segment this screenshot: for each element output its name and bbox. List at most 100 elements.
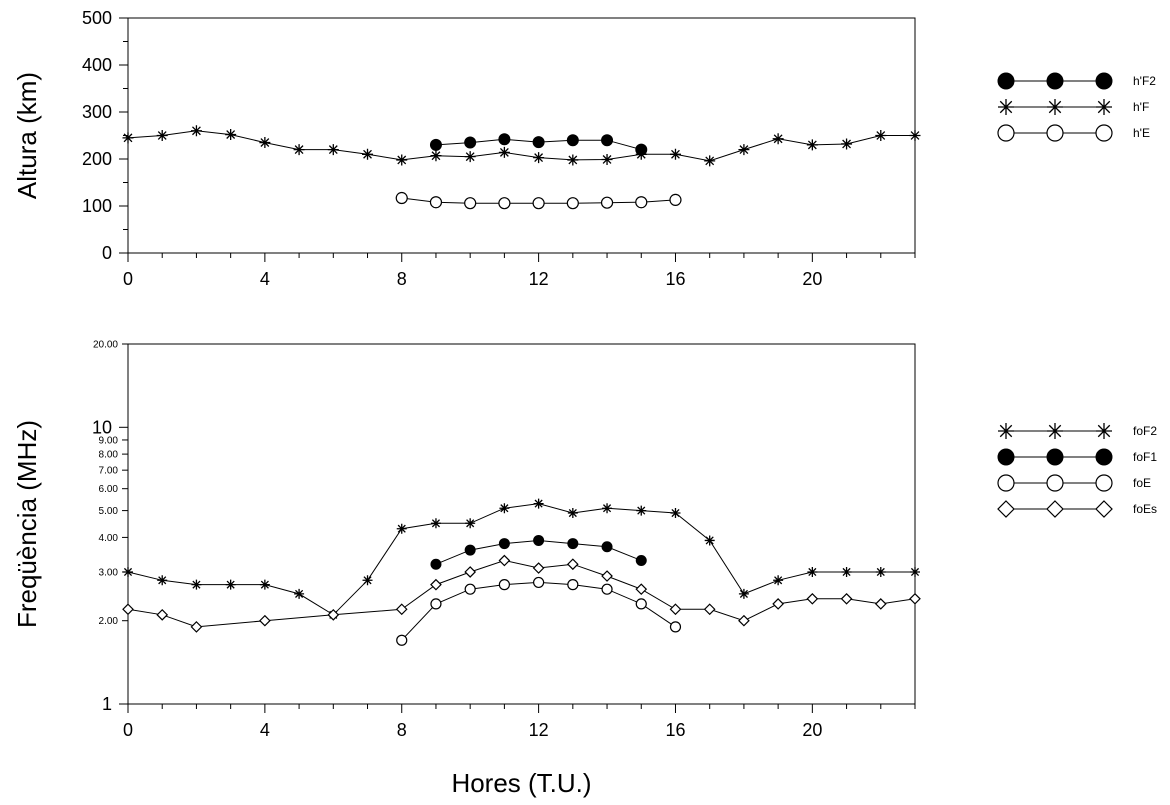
series-line: [127, 559, 916, 628]
data-point: [738, 614, 750, 627]
data-point: [430, 578, 442, 591]
data-point: [635, 583, 648, 596]
data-point: [806, 592, 819, 605]
data-point: [429, 138, 442, 151]
data-point: [738, 588, 749, 599]
legend-marker: [1046, 72, 1064, 90]
legend-marker: [1096, 99, 1112, 115]
data-point: [704, 535, 715, 546]
legend-marker: [997, 474, 1015, 492]
data-point: [498, 579, 510, 591]
data-point: [772, 133, 784, 145]
y-tick-label: 2.00: [99, 616, 119, 627]
data-point: [600, 196, 614, 209]
data-point: [841, 566, 852, 577]
data-point: [259, 614, 271, 627]
legend-marker: [1095, 500, 1113, 518]
data-point: [532, 136, 545, 149]
data-point: [635, 148, 647, 160]
data-point: [910, 566, 920, 577]
data-point: [601, 583, 613, 595]
data-point: [327, 144, 339, 156]
legend-marker: [1047, 99, 1063, 115]
data-point: [430, 598, 442, 610]
legend-marker: [1046, 500, 1064, 518]
y-tick-label: 8.00: [99, 450, 119, 461]
y-axis: 0 100 200 300 400 500: [82, 8, 128, 263]
legend-marker: [997, 72, 1015, 90]
data-point: [703, 603, 716, 616]
x-tick-label: 4: [260, 720, 270, 740]
series-line: [127, 130, 915, 162]
legend-entry: foE: [997, 474, 1151, 492]
data-point: [464, 136, 477, 149]
data-point: [841, 138, 853, 150]
plot-frame: [127, 343, 916, 705]
legend-label: h'F: [1133, 100, 1149, 114]
data-point: [190, 621, 203, 633]
legend-entry: h'F: [998, 99, 1149, 115]
data-point: [601, 153, 613, 165]
data-point: [875, 566, 886, 577]
data-point: [156, 608, 169, 621]
data-point: [464, 197, 477, 210]
data-point: [532, 197, 545, 210]
data-point: [190, 125, 202, 137]
data-point: [294, 588, 305, 599]
legend-marker: [1095, 474, 1113, 492]
data-point: [464, 151, 476, 163]
data-point: [874, 598, 887, 610]
y-tick-label: 0: [102, 243, 112, 263]
series-fof1: [430, 534, 647, 570]
y-tick-label: 20.00: [93, 340, 118, 351]
data-point: [293, 144, 305, 156]
y-tick-label: 10: [92, 417, 112, 437]
y-axis-label: Freqüència (MHz): [12, 420, 42, 628]
data-point: [567, 508, 578, 519]
data-point: [670, 508, 681, 519]
legend-entry: h'E: [997, 124, 1150, 142]
data-point: [601, 134, 614, 147]
data-point: [669, 148, 681, 160]
data-point: [191, 579, 202, 590]
data-point: [362, 575, 373, 586]
data-point: [840, 592, 853, 605]
data-point: [533, 498, 544, 509]
data-point: [533, 152, 545, 164]
x-tick-label: 0: [123, 720, 133, 740]
data-point: [156, 130, 168, 141]
data-point: [465, 518, 476, 529]
data-point: [636, 505, 647, 516]
data-point: [498, 538, 510, 550]
legend-marker: [998, 99, 1014, 115]
data-point: [362, 148, 374, 160]
legend-entry: foF2: [998, 423, 1157, 439]
data-point: [669, 603, 682, 616]
data-point: [395, 603, 408, 616]
legend-label: foF2: [1133, 424, 1157, 438]
y-tick-label: 200: [82, 149, 112, 169]
legend: foF2 foF1 foE foEs: [997, 423, 1157, 518]
data-point: [533, 576, 545, 589]
data-point: [430, 150, 442, 162]
y-tick-label: 7.00: [99, 466, 119, 477]
legend-marker: [1095, 124, 1113, 142]
y-tick-label: 3.00: [99, 567, 119, 578]
data-point: [122, 132, 134, 144]
data-point: [259, 137, 271, 149]
x-axis: 0 4 8 12 16 20: [123, 704, 916, 740]
data-point: [875, 130, 887, 141]
data-point: [909, 130, 921, 141]
data-point: [122, 603, 134, 616]
data-point: [669, 621, 682, 633]
x-tick-label: 16: [665, 269, 685, 289]
plot-frame: [127, 17, 916, 254]
legend-marker: [997, 500, 1015, 518]
data-point: [566, 558, 579, 571]
legend-marker: [1046, 448, 1064, 466]
legend-marker: [1047, 423, 1063, 439]
y-tick-label: 4.00: [99, 533, 119, 544]
data-point: [499, 503, 510, 514]
